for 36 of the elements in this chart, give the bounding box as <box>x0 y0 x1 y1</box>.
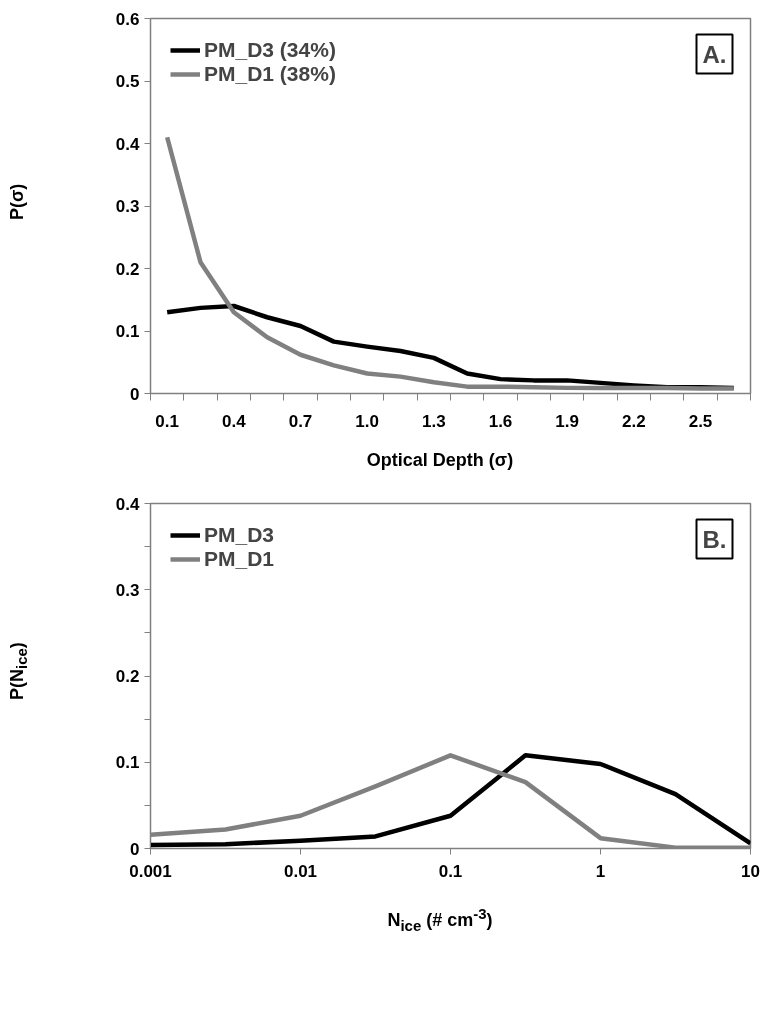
legend-label: PM_D3 <box>204 523 275 547</box>
x-tick-label: 1.6 <box>488 411 513 431</box>
x-tick-label: 0.1 <box>438 861 463 881</box>
annotation: B. <box>702 525 727 553</box>
x-tick-label: 1.3 <box>422 411 446 431</box>
x-tick-label: 0.1 <box>155 411 179 431</box>
x-tick-label: 2.2 <box>622 411 646 431</box>
x-axis-title: N$_{ice}$ (# cm$^{-3}$) <box>387 904 493 936</box>
y-tick-label: 0.4 <box>115 134 141 154</box>
x-tick-label: 10 <box>741 861 760 881</box>
x-tick-label: 0.7 <box>288 411 313 431</box>
x-tick-label: 0.01 <box>283 861 318 881</box>
x-tick-label: 1 <box>595 861 606 881</box>
y-tick-label: 0.4 <box>115 494 141 514</box>
x-axis-title: Optical Depth (σ) <box>366 449 514 472</box>
y-tick-label: 0.3 <box>115 580 140 600</box>
x-tick-label: 2.5 <box>688 411 713 431</box>
y-tick-label: 0.2 <box>115 667 140 686</box>
legend-label: PM_D3 (34%) <box>204 38 336 62</box>
x-tick-label: 0.4 <box>222 411 247 431</box>
y-tick-label: 0.1 <box>115 753 140 773</box>
x-tick-label: 1.9 <box>555 411 579 431</box>
legend-label: PM_D1 (38%) <box>204 62 336 86</box>
y-tick-label: 0.3 <box>115 197 140 216</box>
y-tick-label: 0 <box>130 839 140 859</box>
legend-label: PM_D1 <box>204 547 275 571</box>
y-tick-label: 0.1 <box>115 322 140 341</box>
y-tick-label: 0 <box>130 384 140 404</box>
annotation: A. <box>702 40 727 68</box>
y-axis-title: P(σ) <box>6 183 28 220</box>
line-series <box>164 135 737 391</box>
x-tick-label: 0.001 <box>129 861 172 881</box>
y-tick-label: 0.2 <box>115 259 140 279</box>
x-tick-label: 1.0 <box>355 411 379 431</box>
y-tick-label: 0.5 <box>115 72 140 91</box>
y-tick-label: 0.6 <box>115 9 140 29</box>
